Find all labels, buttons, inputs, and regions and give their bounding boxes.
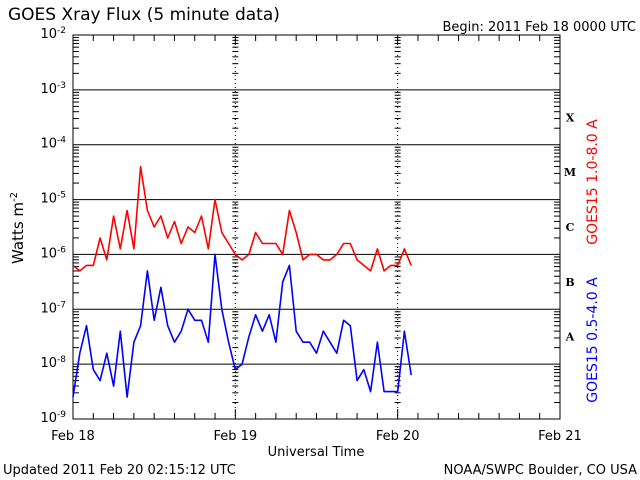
y-tick-base: 10 bbox=[40, 192, 57, 207]
y-tick-label: 10-2 bbox=[40, 26, 66, 42]
y-tick-base: 10 bbox=[40, 27, 57, 42]
plot-grid bbox=[72, 34, 561, 420]
y-axis-label: Watts m-2 bbox=[9, 192, 27, 264]
x-tick-labels: Feb 18 Feb 19 Feb 20 Feb 21 bbox=[51, 429, 582, 444]
y-tick-label: 10-4 bbox=[40, 136, 66, 152]
y-tick-exponent: -3 bbox=[57, 81, 66, 91]
begin-label: Begin: 2011 Feb 18 0000 UTC bbox=[442, 20, 636, 35]
flare-class-label: A bbox=[565, 331, 575, 344]
y-tick-base: 10 bbox=[40, 82, 57, 97]
x-axis-label: Universal Time bbox=[268, 445, 365, 460]
y-tick-label: 10-8 bbox=[40, 355, 66, 371]
y-tick-base: 10 bbox=[40, 246, 57, 261]
x-tick-label: Feb 20 bbox=[376, 429, 420, 444]
y-tick-label: 10-7 bbox=[40, 300, 66, 316]
y-tick-label: 10-5 bbox=[40, 191, 66, 207]
y-tick-exponent: -7 bbox=[57, 300, 66, 310]
y-tick-base: 10 bbox=[40, 356, 57, 371]
chart-title: GOES Xray Flux (5 minute data) bbox=[8, 5, 280, 25]
x-tick-label: Feb 21 bbox=[538, 429, 582, 444]
y-tick-exponent: -5 bbox=[57, 191, 66, 201]
y-tick-base: 10 bbox=[40, 137, 57, 152]
flare-class-label: B bbox=[565, 276, 574, 289]
flare-class-label: M bbox=[564, 166, 576, 179]
legend-red: GOES15 1.0-8.0 A bbox=[585, 119, 601, 245]
y-tick-label: 10-6 bbox=[40, 245, 66, 261]
series-long-wavelength bbox=[72, 165, 412, 272]
flare-class-label: C bbox=[566, 221, 575, 234]
y-tick-exponent: -4 bbox=[57, 136, 66, 146]
flare-class-label: X bbox=[566, 111, 575, 124]
y-axis-label-text: Watts m bbox=[9, 202, 27, 264]
y-tick-exponent: -9 bbox=[57, 410, 66, 420]
x-tick-label: Feb 18 bbox=[51, 429, 95, 444]
credit-label: NOAA/SWPC Boulder, CO USA bbox=[444, 463, 637, 478]
y-axis-label-sup: -2 bbox=[9, 192, 20, 202]
series-lines bbox=[72, 165, 412, 398]
y-tick-base: 10 bbox=[40, 301, 57, 316]
y-tick-exponent: -2 bbox=[57, 26, 66, 36]
y-tick-base: 10 bbox=[40, 411, 57, 426]
flare-class-labels: X M C B A bbox=[564, 111, 576, 343]
series-short-wavelength bbox=[72, 253, 412, 398]
y-tick-label: 10-9 bbox=[40, 410, 66, 426]
y-tick-label: 10-3 bbox=[40, 81, 66, 97]
y-tick-exponent: -8 bbox=[57, 355, 66, 365]
y-tick-labels: 10-210-310-410-510-610-710-810-9 bbox=[40, 26, 66, 426]
legend-blue: GOES15 0.5-4.0 A bbox=[585, 277, 601, 403]
plot-frame bbox=[72, 34, 561, 420]
y-tick-exponent: -6 bbox=[57, 245, 66, 255]
updated-label: Updated 2011 Feb 20 02:15:12 UTC bbox=[3, 463, 236, 478]
x-tick-label: Feb 19 bbox=[213, 429, 257, 444]
